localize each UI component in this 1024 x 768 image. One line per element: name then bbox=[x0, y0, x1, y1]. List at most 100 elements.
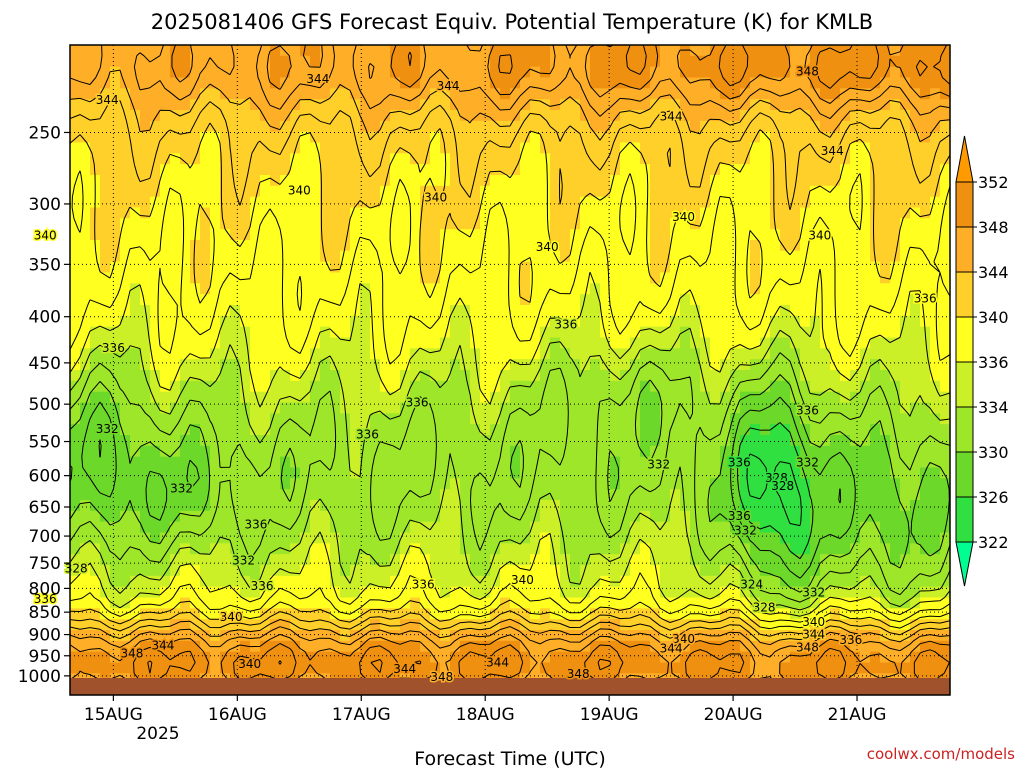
field-cell bbox=[850, 478, 861, 490]
field-cell bbox=[610, 272, 621, 284]
field-cell bbox=[600, 66, 611, 79]
field-cell bbox=[380, 120, 391, 133]
field-cell bbox=[260, 640, 271, 653]
field-cell bbox=[600, 164, 611, 176]
field-cell bbox=[730, 99, 741, 111]
field-cell bbox=[860, 250, 871, 263]
field-cell bbox=[80, 250, 91, 263]
field-cell bbox=[600, 467, 611, 479]
field-cell bbox=[120, 413, 131, 425]
field-cell bbox=[690, 45, 701, 57]
field-cell bbox=[500, 370, 511, 382]
field-cell bbox=[760, 294, 771, 306]
field-cell bbox=[720, 359, 731, 371]
field-cell bbox=[180, 337, 191, 349]
field-cell bbox=[850, 532, 861, 544]
field-cell bbox=[430, 88, 441, 100]
field-cell bbox=[820, 532, 831, 544]
field-cell bbox=[910, 218, 921, 230]
field-cell bbox=[430, 478, 441, 490]
field-cell bbox=[810, 435, 821, 447]
field-cell bbox=[500, 272, 511, 284]
field-cell bbox=[370, 175, 381, 187]
field-cell bbox=[370, 261, 381, 274]
field-cell bbox=[220, 640, 231, 653]
field-cell bbox=[560, 240, 571, 252]
field-cell bbox=[500, 500, 511, 512]
field-cell bbox=[770, 120, 781, 133]
field-cell bbox=[570, 196, 581, 209]
field-cell bbox=[560, 337, 571, 349]
field-cell bbox=[680, 45, 691, 57]
field-cell bbox=[160, 153, 171, 165]
field-cell bbox=[910, 99, 921, 111]
field-cell bbox=[520, 283, 531, 295]
field-cell bbox=[250, 467, 261, 479]
field-cell bbox=[90, 391, 101, 404]
field-cell bbox=[490, 283, 501, 295]
field-cell bbox=[810, 554, 821, 566]
field-cell bbox=[940, 261, 950, 274]
field-cell bbox=[630, 348, 641, 360]
field-cell bbox=[710, 229, 721, 241]
field-cell bbox=[130, 315, 141, 328]
field-cell bbox=[200, 510, 211, 523]
field-cell bbox=[660, 402, 671, 414]
field-cell bbox=[240, 315, 251, 328]
field-cell bbox=[520, 445, 531, 458]
field-cell bbox=[650, 456, 661, 469]
field-cell bbox=[530, 456, 541, 469]
field-cell bbox=[610, 532, 621, 544]
field-cell bbox=[480, 196, 491, 209]
field-cell bbox=[830, 359, 841, 371]
field-cell bbox=[250, 120, 261, 133]
field-cell bbox=[670, 120, 681, 133]
field-cell bbox=[410, 391, 421, 404]
field-cell bbox=[620, 45, 631, 57]
field-cell bbox=[350, 467, 361, 479]
field-cell bbox=[110, 521, 121, 534]
field-cell bbox=[200, 651, 211, 664]
field-cell bbox=[880, 120, 891, 133]
field-cell bbox=[120, 424, 131, 436]
field-cell bbox=[930, 218, 941, 230]
field-cell bbox=[730, 110, 741, 122]
field-cell bbox=[210, 142, 221, 154]
field-cell bbox=[460, 294, 471, 306]
field-cell bbox=[170, 153, 181, 165]
field-cell bbox=[900, 478, 911, 490]
field-cell bbox=[720, 467, 731, 479]
field-cell bbox=[670, 640, 681, 653]
field-cell bbox=[880, 337, 891, 349]
field-cell bbox=[410, 510, 421, 523]
field-cell bbox=[560, 164, 571, 176]
field-cell bbox=[420, 359, 431, 371]
field-cell bbox=[760, 435, 771, 447]
field-cell bbox=[600, 456, 611, 469]
field-cell bbox=[190, 489, 201, 501]
field-cell bbox=[370, 164, 381, 176]
field-cell bbox=[470, 651, 481, 664]
field-cell bbox=[120, 348, 131, 360]
field-cell bbox=[450, 586, 461, 599]
field-cell bbox=[120, 283, 131, 295]
field-cell bbox=[840, 315, 851, 328]
field-cell bbox=[890, 391, 901, 404]
field-cell bbox=[430, 305, 441, 317]
field-cell bbox=[830, 543, 841, 555]
field-cell bbox=[260, 521, 271, 534]
field-cell bbox=[510, 554, 521, 566]
field-cell bbox=[240, 597, 251, 609]
field-cell bbox=[520, 110, 531, 122]
field-cell bbox=[580, 467, 591, 479]
field-cell bbox=[900, 272, 911, 284]
field-cell bbox=[80, 120, 91, 133]
field-cell bbox=[210, 554, 221, 566]
field-cell bbox=[260, 207, 271, 219]
field-cell bbox=[850, 413, 861, 425]
field-cell bbox=[470, 250, 481, 263]
field-cell bbox=[580, 66, 591, 79]
field-cell bbox=[850, 261, 861, 274]
field-cell bbox=[910, 120, 921, 133]
field-cell bbox=[490, 305, 501, 317]
